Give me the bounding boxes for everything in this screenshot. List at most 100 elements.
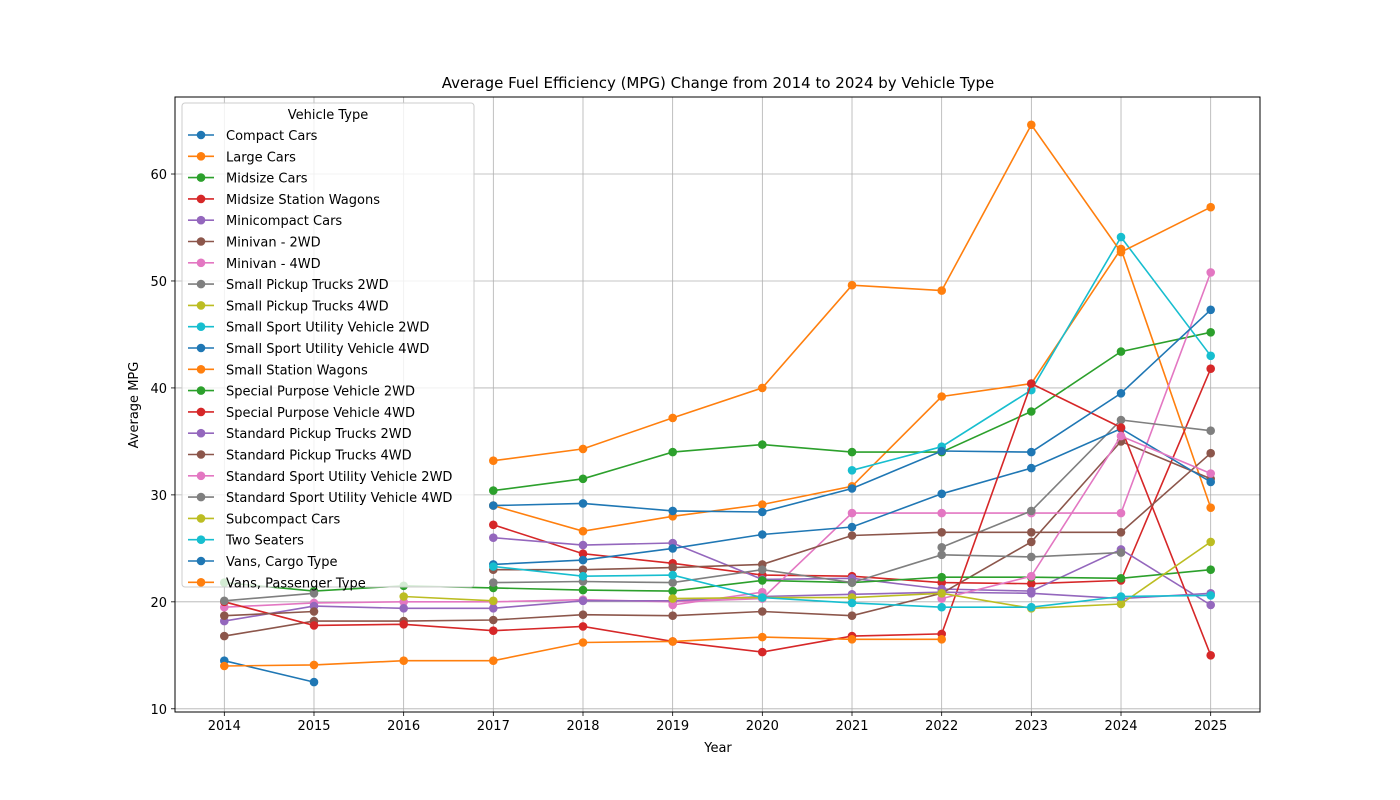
data-point (937, 635, 946, 644)
legend-label: Two Seaters (225, 534, 304, 549)
series-line (493, 551, 1122, 584)
legend-item: Vans, Cargo Type (188, 555, 337, 570)
data-point (1206, 305, 1215, 315)
series-line (224, 382, 1212, 656)
legend-label: Minivan - 4WD (226, 257, 321, 272)
data-point (847, 447, 857, 457)
legend-label: Small Pickup Trucks 2WD (226, 278, 389, 293)
data-point (1116, 415, 1126, 425)
data-point (668, 570, 677, 580)
x-tick-label: 2023 (1015, 719, 1048, 734)
data-point (1027, 506, 1036, 516)
y-tick-label: 20 (150, 596, 167, 611)
data-point (668, 447, 677, 457)
series-line (941, 419, 1211, 549)
legend-box (181, 102, 475, 588)
data-point (937, 508, 946, 518)
data-point (758, 632, 767, 642)
legend-marker (196, 492, 206, 502)
x-tick-label: 2022 (925, 719, 958, 734)
data-point (1116, 431, 1126, 441)
data-point (1206, 469, 1215, 478)
plot-frame (174, 96, 1261, 713)
series-18 (220, 548, 1126, 606)
data-point (309, 621, 319, 630)
series-line (941, 435, 1212, 600)
data-point (489, 615, 498, 625)
legend-marker (196, 194, 206, 204)
series-line (224, 592, 315, 602)
data-point (937, 543, 946, 552)
legend-marker (196, 450, 206, 459)
series-line (403, 595, 494, 602)
data-point (847, 280, 857, 290)
series-22 (220, 632, 946, 671)
data-point (1027, 407, 1036, 416)
legend-marker (196, 386, 206, 395)
data-point (937, 589, 946, 598)
data-point (1027, 528, 1036, 537)
legend-marker (196, 130, 206, 140)
data-point (758, 607, 767, 616)
data-point (399, 592, 409, 601)
legend-item: Vans, Passenger Type (188, 576, 366, 591)
series-line (224, 272, 1212, 608)
data-point (847, 508, 857, 518)
legend-items: Compact Cars Large Cars Midsize Cars Midsiz… (188, 129, 452, 591)
data-point (847, 484, 857, 493)
legend-marker (196, 365, 206, 374)
legend-marker (196, 237, 206, 246)
data-point (1116, 528, 1126, 537)
data-point (1206, 448, 1215, 458)
data-point (668, 506, 677, 516)
legend-item: Small Sport Utility Vehicle 4WD (188, 342, 429, 357)
data-point (489, 656, 498, 665)
data-point (937, 572, 946, 582)
data-point (937, 528, 946, 537)
y-axis-ticks: 10 20 30 40 50 60 (150, 168, 175, 718)
data-point (399, 604, 409, 613)
data-point (1116, 423, 1126, 432)
legend-item: Standard Pickup Trucks 4WD (188, 449, 412, 464)
legend-marker (196, 173, 206, 182)
data-point (937, 446, 946, 456)
legend-item: Small Pickup Trucks 2WD (188, 278, 389, 293)
x-tick-label: 2016 (387, 719, 420, 734)
legend-marker (196, 301, 206, 310)
data-point (937, 602, 946, 612)
legend-label: Vans, Passenger Type (226, 576, 366, 591)
data-point (489, 578, 498, 587)
legend-marker (196, 535, 206, 544)
data-point (937, 286, 946, 295)
series-12 (489, 120, 1215, 466)
series-line (224, 610, 315, 617)
legend-label: Compact Cars (226, 129, 318, 144)
data-point (489, 456, 498, 466)
legend-marker (196, 407, 206, 417)
data-point (1206, 351, 1215, 361)
data-point (937, 392, 946, 401)
data-point (489, 486, 498, 495)
data-point (1027, 589, 1036, 598)
y-axis-label: Average MPG (127, 362, 142, 449)
data-point (578, 526, 588, 536)
data-point (309, 660, 319, 670)
data-point (309, 589, 319, 598)
data-point (847, 635, 857, 644)
data-point (668, 611, 677, 620)
data-point (489, 604, 498, 613)
data-point (1116, 548, 1126, 557)
data-point (578, 610, 588, 619)
data-point (489, 596, 498, 606)
data-point (847, 598, 857, 608)
series-21 (489, 305, 1215, 517)
x-axis-ticks: 2014 2015 2016 2017 2018 2019 2020 2021 2022 2023… (208, 712, 1227, 734)
data-point (578, 638, 588, 647)
legend-marker (196, 152, 206, 161)
data-point (1116, 247, 1126, 257)
series-3 (489, 328, 1215, 495)
legend-item: Two Seaters (188, 534, 304, 549)
legend-item: Special Purpose Vehicle 2WD (188, 385, 415, 400)
data-point (578, 444, 588, 454)
